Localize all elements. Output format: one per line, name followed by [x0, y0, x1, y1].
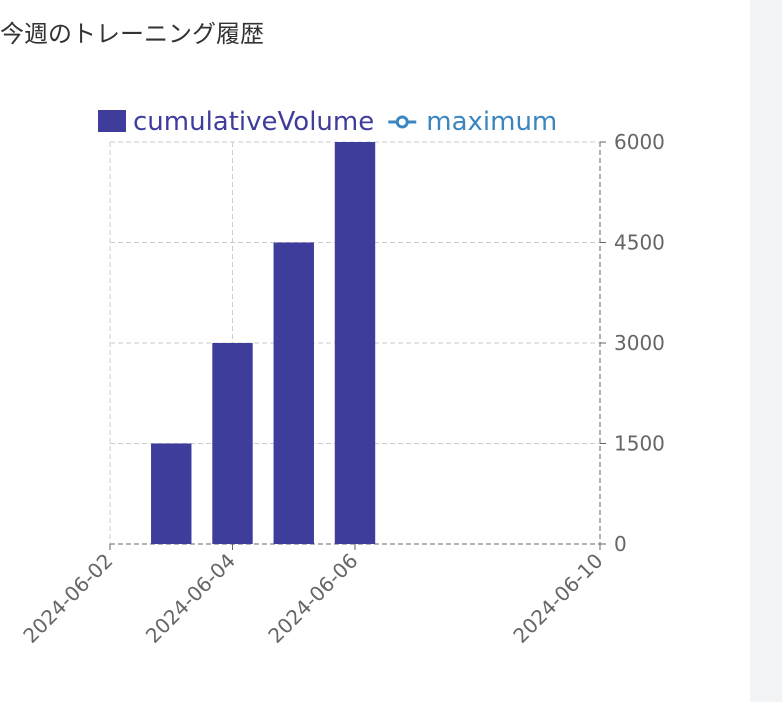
y-tick-label: 3000 [614, 331, 665, 355]
legend-label: cumulativeVolume [133, 107, 374, 137]
bar [273, 242, 314, 544]
legend-label: maximum [426, 107, 557, 137]
bar [151, 443, 192, 544]
side-panel [750, 0, 782, 702]
y-tick-label: 4500 [614, 231, 665, 255]
bar [212, 343, 253, 544]
legend-swatch [395, 115, 409, 129]
x-tick-label: 2024-06-06 [263, 549, 362, 648]
y-tick-label: 0 [614, 532, 627, 556]
chart-title: 今週のトレーニング履歴 [0, 20, 264, 48]
x-tick-label: 2024-06-10 [508, 549, 607, 648]
bar [334, 142, 376, 544]
y-tick-label: 6000 [614, 130, 665, 154]
x-tick-label: 2024-06-02 [18, 549, 117, 648]
legend-swatch [98, 110, 126, 132]
y-tick-label: 1500 [614, 432, 665, 456]
x-tick-label: 2024-06-04 [141, 549, 240, 648]
